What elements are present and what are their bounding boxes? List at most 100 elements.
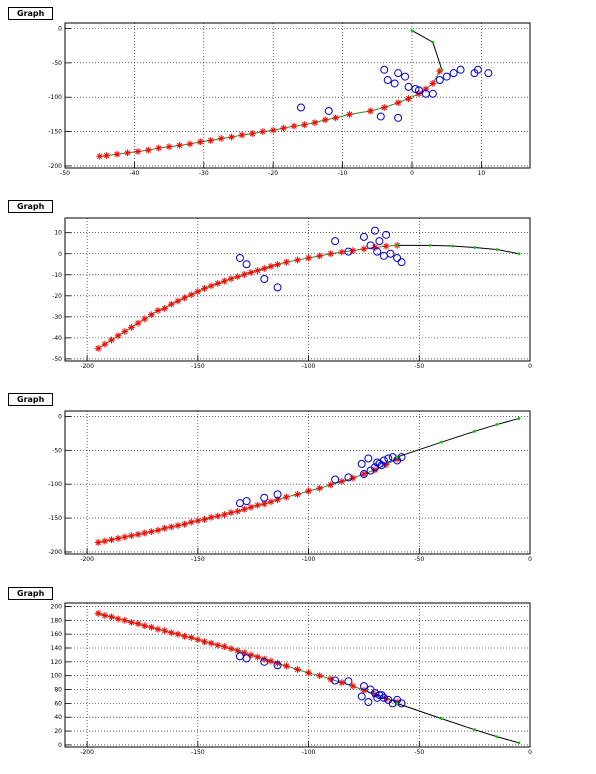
data-point-circle — [456, 65, 465, 74]
data-point-star — [294, 490, 301, 498]
data-point-star — [332, 114, 340, 122]
data-point-circle — [375, 691, 384, 700]
data-point-star — [338, 478, 346, 485]
data-point-star — [201, 516, 208, 523]
star-stroke — [175, 631, 181, 637]
star-stroke — [294, 666, 301, 673]
star-stroke — [141, 530, 148, 536]
graph-panel-1: Graph -50 -40 -30 -20 -10 0 10 0 -50 -100 -150 -200 — [0, 0, 596, 190]
x-tick-label: -200 — [80, 556, 94, 563]
data-point-star — [141, 622, 149, 630]
star-stroke — [248, 269, 254, 276]
data-point-circle — [273, 283, 282, 292]
data-point-circle — [366, 241, 375, 250]
data-point-star — [254, 653, 262, 661]
data-point-star — [227, 509, 235, 517]
star-stroke — [181, 295, 188, 301]
data-point-dot — [395, 701, 399, 705]
data-point-circle — [376, 112, 385, 121]
y-tick-label: -150 — [48, 515, 62, 522]
data-point-dot — [395, 455, 399, 459]
data-point-star — [181, 294, 188, 302]
star-stroke — [135, 148, 141, 155]
y-tick-label: -40 — [52, 335, 62, 342]
star-stroke — [195, 636, 201, 643]
data-point-dot — [473, 246, 477, 249]
data-point-star — [346, 110, 353, 118]
star-stroke — [283, 494, 290, 500]
data-point-star — [154, 526, 162, 534]
data-point-star — [267, 498, 275, 506]
star-stroke — [135, 320, 141, 326]
plot-frame — [64, 410, 531, 555]
data-point-dot — [440, 440, 443, 444]
chart-1: -50 -40 -30 -20 -10 0 100-50-100-150-200 — [48, 22, 531, 177]
data-point-circle — [384, 454, 393, 463]
data-point-star — [238, 131, 246, 139]
data-point-star — [338, 679, 346, 687]
data-point-star — [176, 141, 183, 149]
star-stroke — [103, 152, 110, 159]
data-point-circle — [344, 247, 353, 256]
data-point-star — [96, 152, 104, 160]
data-point-star — [371, 244, 379, 251]
data-point-star — [234, 273, 242, 281]
data-point-star — [207, 639, 215, 647]
graph-title-tag: Graph — [8, 587, 54, 600]
star-stroke — [128, 619, 135, 626]
star-stroke — [115, 535, 121, 542]
data-point-star — [194, 517, 202, 525]
data-point-star — [128, 532, 135, 540]
x-tick-label: -100 — [302, 556, 316, 563]
data-point-star — [187, 518, 195, 526]
data-point-circle — [359, 470, 368, 479]
data-point-star — [274, 496, 281, 504]
y-tick-label: -50 — [52, 447, 62, 454]
data-point-star — [134, 319, 142, 327]
data-point-circle — [428, 89, 437, 98]
data-point-star — [207, 282, 215, 290]
star-stroke — [168, 301, 175, 307]
data-point-star — [283, 493, 290, 501]
y-tick-label: 40 — [54, 714, 62, 721]
data-point-star — [114, 332, 122, 340]
star-stroke — [268, 499, 274, 505]
star-stroke — [316, 672, 323, 679]
star-stroke — [181, 521, 188, 527]
star-stroke — [168, 524, 175, 530]
star-stroke — [372, 244, 378, 251]
data-point-star — [181, 632, 188, 640]
star-stroke — [115, 616, 121, 622]
data-point-star — [174, 630, 182, 638]
data-point-star — [274, 261, 281, 268]
star-stroke — [361, 471, 367, 477]
data-point-star — [228, 133, 235, 141]
star-stroke — [122, 534, 128, 540]
star-stroke — [115, 333, 121, 339]
star-stroke — [201, 516, 208, 523]
data-point-star — [405, 95, 412, 102]
data-point-star — [147, 311, 155, 319]
x-tick-label: 10 — [478, 170, 486, 177]
data-point-circle — [371, 226, 379, 235]
data-point-circle — [373, 247, 382, 256]
x-tick-label: -150 — [191, 556, 205, 563]
star-stroke — [141, 623, 148, 629]
data-point-circle — [383, 76, 392, 85]
y-tick-label: 0 — [58, 413, 62, 420]
data-point-circle — [357, 459, 366, 468]
x-tick-label: -50 — [60, 170, 70, 177]
data-point-circle — [373, 458, 382, 467]
star-stroke — [161, 305, 168, 312]
star-stroke — [274, 261, 281, 268]
data-point-star — [366, 107, 374, 115]
data-point-star — [128, 323, 135, 331]
star-stroke — [161, 627, 168, 634]
data-point-circle — [375, 237, 384, 246]
data-point-dot — [495, 735, 499, 739]
data-point-star — [349, 682, 357, 690]
star-stroke — [228, 134, 235, 140]
data-point-circle — [394, 69, 403, 78]
star-stroke — [221, 278, 228, 284]
star-stroke — [208, 514, 214, 521]
